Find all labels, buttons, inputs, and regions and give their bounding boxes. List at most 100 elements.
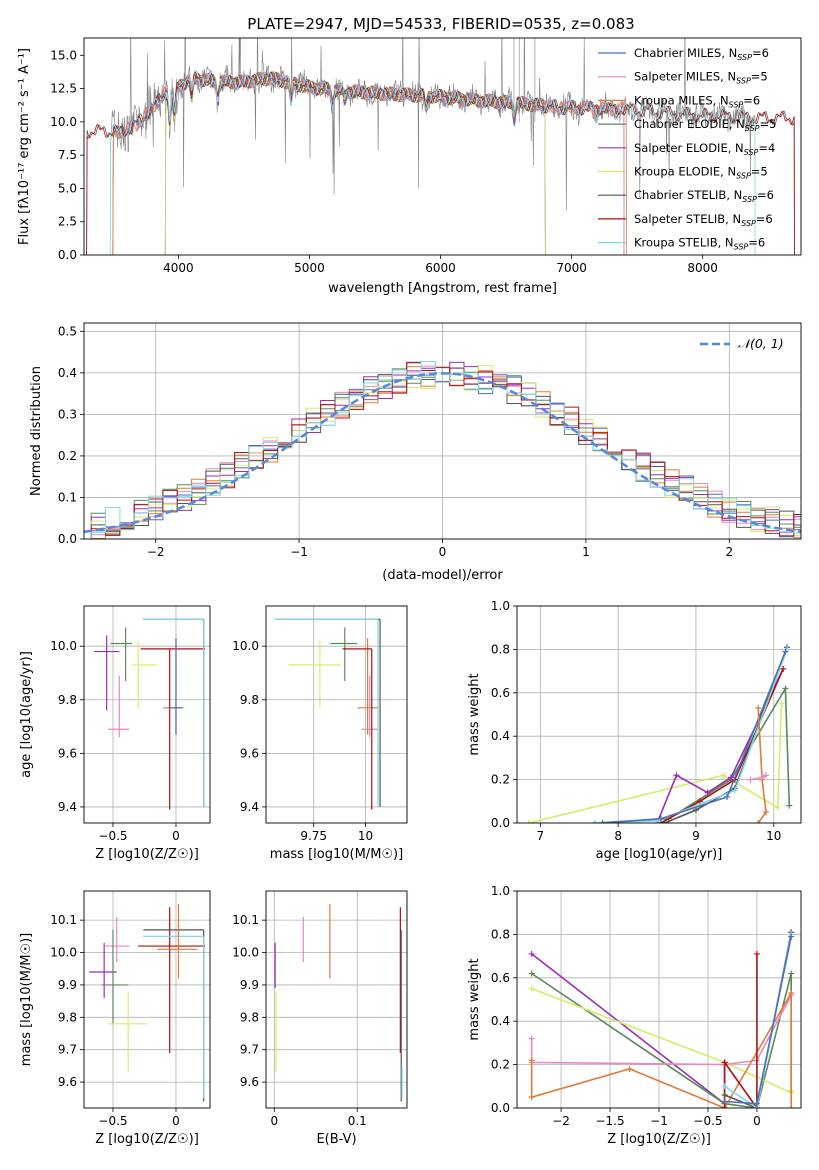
weight-marker [528, 970, 535, 977]
axes-frame [516, 890, 802, 1109]
weight-marker [721, 1098, 728, 1105]
x-tick-label: 2 [725, 545, 733, 559]
y-tick-label: 0.8 [491, 927, 510, 941]
y-tick-label: 10.0 [232, 946, 259, 960]
y-tick-label: 9.7 [58, 1043, 77, 1057]
weight-marker [762, 772, 769, 779]
x-tick-label: 8 [614, 829, 622, 843]
x-tick-label: 5000 [294, 261, 325, 275]
x-tick-label: 0.1 [348, 1114, 367, 1128]
weight-marker [753, 1100, 760, 1107]
weight-marker [778, 700, 785, 707]
x-tick-label: 7 [537, 829, 545, 843]
x-tick-label: 8000 [687, 261, 718, 275]
weight-marker [591, 820, 598, 823]
axes-frame [265, 890, 408, 1109]
y-tick-label: 1.0 [491, 884, 510, 898]
panel-age_vs_Z: −0.5 0 9.4 9.6 9.8 10.0 Z [log10(Z/Z☉)] age [lo… [19, 605, 211, 862]
y-tick-label: 0.4 [58, 366, 77, 380]
weight-marker [788, 989, 795, 996]
weight-marker [528, 1057, 535, 1064]
y-tick-label: 5.0 [58, 181, 77, 195]
weight-marker [747, 776, 754, 783]
panel-spectrum: 4000 5000 6000 7000 8000 0.0 2.5 5.0 7.5 10.0 12.5… [17, 37, 802, 296]
weight-marker [762, 809, 769, 816]
y-tick-label: 15.0 [50, 48, 77, 62]
x-tick-label: 0 [270, 1114, 278, 1128]
x-tick-label: 0 [172, 1114, 180, 1128]
weight-marker [721, 1091, 728, 1098]
y-tick-label: 2.5 [58, 215, 77, 229]
weight-marker [721, 1083, 728, 1090]
panel-weight_vs_Z: −2 −1.5 −1 −0.5 0 0.0 0.2 0.4 0.6 0.8 1.0 Z [log10(… [467, 884, 802, 1147]
plot-area [94, 618, 205, 810]
weight-marker [731, 787, 738, 794]
x-tick-label: 0 [753, 1114, 761, 1128]
weight-marker [661, 820, 668, 823]
weight-marker [626, 1065, 633, 1072]
x-tick-label: −0.5 [98, 829, 127, 843]
weight-series-line [757, 707, 767, 823]
legend-label: Chabrier ELODIE, NSSP=5 [634, 117, 776, 133]
x-axis-label: (data-model)/error [382, 568, 503, 583]
y-tick-label: 0.4 [491, 729, 510, 743]
axes-frame [83, 890, 211, 1109]
x-tick-label: −1 [290, 545, 308, 559]
y-tick-label: 9.6 [58, 746, 77, 760]
x-tick-label: −0.5 [693, 1114, 722, 1128]
legend-label: Salpeter MILES, NSSP=5 [634, 70, 768, 86]
x-tick-label: −2 [147, 545, 165, 559]
weight-marker [528, 985, 535, 992]
y-axis-label: Flux [fλ10⁻¹⁷ erg cm⁻² s⁻¹ A⁻¹] [17, 48, 32, 245]
y-tick-label: 10.1 [50, 913, 77, 927]
x-tick-label: 1 [582, 545, 590, 559]
y-tick-label: 9.7 [240, 1043, 259, 1057]
y-axis-label: mass [log10(M/M☉)] [19, 933, 34, 1066]
x-tick-label: 0 [172, 829, 180, 843]
model-spectrum-line [164, 71, 546, 255]
y-tick-label: 0.4 [491, 1014, 510, 1028]
y-tick-label: 9.6 [240, 1075, 259, 1089]
x-tick-label: 9.75 [300, 829, 327, 843]
normal-curve-line [84, 372, 801, 533]
y-tick-label: 12.5 [50, 82, 77, 96]
y-tick-label: 9.8 [58, 693, 77, 707]
y-tick-label: 9.4 [240, 800, 259, 814]
residual-histogram-step [84, 362, 801, 539]
panel-residuals: −2 −1 0 1 2 0.0 0.1 0.2 0.3 0.4 0.5 (data-model)/er… [29, 322, 802, 583]
x-axis-label: age [log10(age/yr)] [596, 847, 723, 862]
x-tick-label: 4000 [163, 261, 194, 275]
x-tick-label: 9 [692, 829, 700, 843]
y-tick-label: 9.8 [240, 693, 259, 707]
panel-mass_vs_ebv: 0 0.1 9.6 9.7 9.8 9.9 10.0 10.1 E(B-V) [232, 890, 408, 1147]
x-tick-label: 10 [766, 829, 781, 843]
y-axis-label: age [log10(age/yr)] [19, 651, 34, 778]
weight-marker [753, 950, 760, 957]
y-tick-label: 7.5 [58, 148, 77, 162]
legend-label: Chabrier MILES, NSSP=6 [634, 46, 769, 62]
y-tick-label: 0.6 [491, 686, 510, 700]
weight-marker [774, 804, 781, 811]
weight-marker [759, 774, 766, 781]
weight-series-line [602, 651, 787, 823]
weight-marker [755, 704, 762, 711]
residual-histogram-step [84, 361, 801, 539]
axes-frame [83, 322, 802, 540]
x-tick-label: 6000 [425, 261, 456, 275]
y-tick-label: 9.9 [240, 978, 259, 992]
weight-marker [721, 1105, 728, 1108]
weight-marker [704, 789, 711, 796]
weight-marker [657, 815, 664, 822]
plot-area [274, 618, 381, 810]
y-axis-label: mass weight [467, 673, 482, 755]
x-axis-label: Z [log10(Z/Z☉)] [607, 1132, 711, 1147]
axes-frame [83, 605, 211, 824]
x-tick-label: 7000 [556, 261, 587, 275]
model-spectrum-line [86, 71, 795, 255]
plot-area [89, 903, 205, 1102]
legend-label: Salpeter STELIB, NSSP=6 [634, 212, 773, 228]
y-tick-label: 0.0 [491, 1101, 510, 1115]
weight-marker [528, 950, 535, 957]
weight-series-line [723, 953, 758, 1108]
axes-frame [265, 605, 408, 824]
